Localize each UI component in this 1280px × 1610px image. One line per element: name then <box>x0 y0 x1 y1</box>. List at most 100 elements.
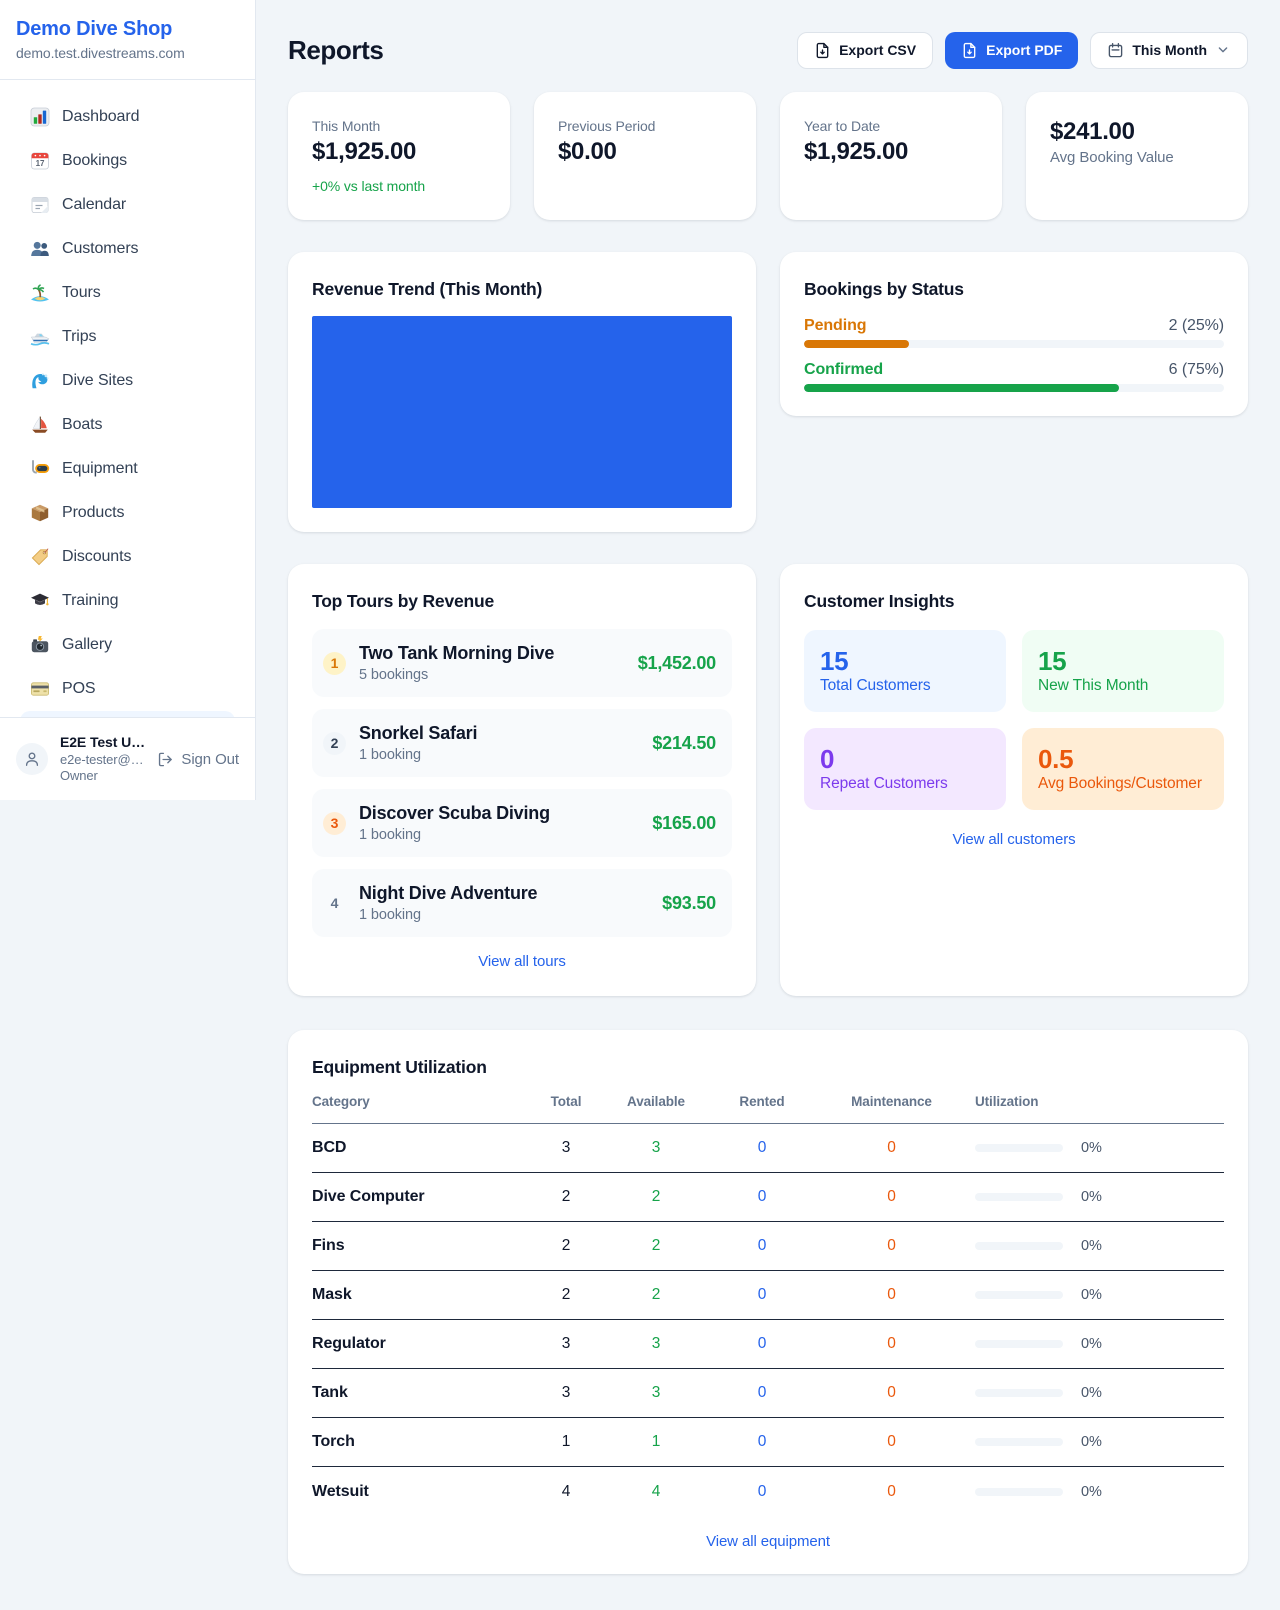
stat-label: Year to Date <box>804 118 881 134</box>
utilization-percent: 0% <box>1081 1385 1102 1401</box>
view-all-equipment-link[interactable]: View all equipment <box>706 1533 830 1550</box>
rank-badge: 4 <box>330 895 339 911</box>
column-header: Utilization <box>975 1094 1039 1109</box>
sidebar-item-active-partial[interactable] <box>20 711 235 717</box>
equipment-available: 3 <box>651 1384 661 1401</box>
export-pdf-button[interactable]: Export PDF <box>945 31 1079 69</box>
equipment-total: 2 <box>561 1286 571 1303</box>
utilization-bar <box>975 1193 1063 1201</box>
insight-tiles: 15 Total Customers 15 New This Month 0 R… <box>804 630 1224 810</box>
equipment-table: Category Total Available Rented Maintena… <box>312 1080 1224 1516</box>
log-out-icon <box>159 752 173 766</box>
column-header: Available <box>627 1094 685 1109</box>
sidebar-item-trips[interactable]: Trips <box>20 315 235 359</box>
sidebar-item-boats[interactable]: Boats <box>20 403 235 447</box>
sidebar-item-tours[interactable]: Tours <box>20 271 235 315</box>
tile-label: New This Month <box>1038 677 1149 694</box>
tour-revenue: $93.50 <box>662 892 716 913</box>
sign-out-button[interactable]: Sign Out <box>157 751 239 768</box>
equipment-available: 3 <box>651 1335 661 1352</box>
status-row-confirmed: Confirmed 6 (75%) <box>804 360 1224 392</box>
rank-badge: 3 <box>323 811 346 835</box>
view-all-tours-link[interactable]: View all tours <box>478 953 566 970</box>
table-row: Dive Computer 2 2 0 0 0% <box>312 1173 1224 1222</box>
tour-revenue: $1,452.00 <box>637 652 716 673</box>
sidebar-nav: Dashboard 17 Bookings Calendar Customers… <box>0 80 255 717</box>
tour-revenue: $165.00 <box>652 812 716 833</box>
sidebar-item-customers[interactable]: Customers <box>20 227 235 271</box>
card-title: Top Tours by Revenue <box>312 591 495 611</box>
user-info: E2E Test U… e2e-tester@… Owner <box>60 734 145 784</box>
sidebar-item-calendar[interactable]: Calendar <box>20 183 235 227</box>
stat-value: $1,925.00 <box>804 138 909 165</box>
equipment-category: Tank <box>312 1384 348 1401</box>
sidebar-item-products[interactable]: Products <box>20 491 235 535</box>
graduation-cap-icon <box>30 591 50 611</box>
sidebar: Demo Dive Shop demo.test.divestreams.com… <box>0 0 256 800</box>
sidebar-item-pos[interactable]: POS <box>20 667 235 711</box>
progress-fill <box>804 384 1119 392</box>
calendar-icon <box>1109 42 1123 57</box>
progress-track <box>804 384 1224 392</box>
utilization-bar <box>975 1144 1063 1152</box>
equipment-utilization-card: Equipment Utilization Category Total Ava… <box>288 1030 1248 1574</box>
equipment-category: Wetsuit <box>312 1482 369 1500</box>
card-title: Equipment Utilization <box>312 1057 487 1077</box>
header-actions: Export CSV Export PDF This Month <box>797 31 1248 69</box>
insights-row: Top Tours by Revenue 1 Two Tank Morning … <box>288 564 1248 996</box>
utilization-percent: 0% <box>1081 1238 1102 1254</box>
sidebar-item-label: Gallery <box>62 636 112 653</box>
equipment-available: 4 <box>651 1482 661 1500</box>
sidebar-item-bookings[interactable]: 17 Bookings <box>20 139 235 183</box>
stat-label: Previous Period <box>558 118 656 134</box>
sidebar-item-gallery[interactable]: Gallery <box>20 623 235 667</box>
utilization-bar <box>975 1291 1063 1299</box>
equipment-rented: 0 <box>757 1237 767 1254</box>
utilization-bar <box>975 1242 1063 1250</box>
sidebar-item-dive-sites[interactable]: Dive Sites <box>20 359 235 403</box>
island-icon <box>30 283 50 303</box>
table-row: BCD 3 3 0 0 0% <box>312 1124 1224 1173</box>
export-csv-button[interactable]: Export CSV <box>797 31 934 69</box>
tour-bookings: 1 booking <box>359 747 421 763</box>
utilization-percent: 0% <box>1081 1336 1102 1352</box>
sidebar-item-label: Products <box>62 504 125 521</box>
tour-name: Snorkel Safari <box>359 723 478 743</box>
export-csv-label: Export CSV <box>839 42 917 58</box>
tour-bookings: 1 booking <box>359 907 421 923</box>
utilization-percent: 0% <box>1081 1140 1102 1156</box>
sidebar-item-label: Equipment <box>62 460 138 477</box>
equipment-category: Dive Computer <box>312 1188 425 1205</box>
sidebar-item-discounts[interactable]: Discounts <box>20 535 235 579</box>
customer-insights-card: Customer Insights 15 Total Customers 15 … <box>780 564 1248 996</box>
sidebar-item-equipment[interactable]: Equipment <box>20 447 235 491</box>
column-header: Total <box>550 1094 582 1109</box>
tile-avg-bookings: 0.5 Avg Bookings/Customer <box>1022 728 1224 810</box>
equipment-rented: 0 <box>757 1384 767 1401</box>
equipment-available: 2 <box>651 1188 661 1205</box>
sidebar-item-dashboard[interactable]: Dashboard <box>20 95 235 139</box>
status-label: Confirmed <box>804 361 884 378</box>
equipment-utilization: 0% <box>975 1336 1224 1352</box>
equipment-maintenance: 0 <box>887 1286 896 1303</box>
sidebar-item-label: Tours <box>62 284 101 301</box>
stat-cards: This Month $1,925.00 +0% vs last month P… <box>288 92 1248 220</box>
utilization-percent: 0% <box>1081 1189 1102 1205</box>
sidebar-item-label: Calendar <box>62 196 127 213</box>
period-select[interactable]: This Month <box>1090 31 1248 69</box>
tour-row: 3 Discover Scuba Diving 1 booking $165.0… <box>312 789 732 857</box>
equipment-category: Regulator <box>312 1335 386 1352</box>
user-footer: E2E Test U… e2e-tester@… Owner Sign Out <box>0 717 255 800</box>
shop-name[interactable]: Demo Dive Shop <box>16 18 173 40</box>
label-tag-icon <box>30 547 50 567</box>
chevron-down-icon <box>1218 47 1228 53</box>
sidebar-item-training[interactable]: Training <box>20 579 235 623</box>
people-icon <box>30 239 50 259</box>
equipment-utilization: 0% <box>975 1140 1224 1156</box>
view-all-customers-link[interactable]: View all customers <box>952 831 1076 848</box>
rank-badge: 2 <box>323 731 346 755</box>
utilization-bar <box>975 1340 1063 1348</box>
equipment-maintenance: 0 <box>887 1335 896 1352</box>
shop-subdomain: demo.test.divestreams.com <box>16 45 185 61</box>
sidebar-item-label: POS <box>62 680 96 697</box>
